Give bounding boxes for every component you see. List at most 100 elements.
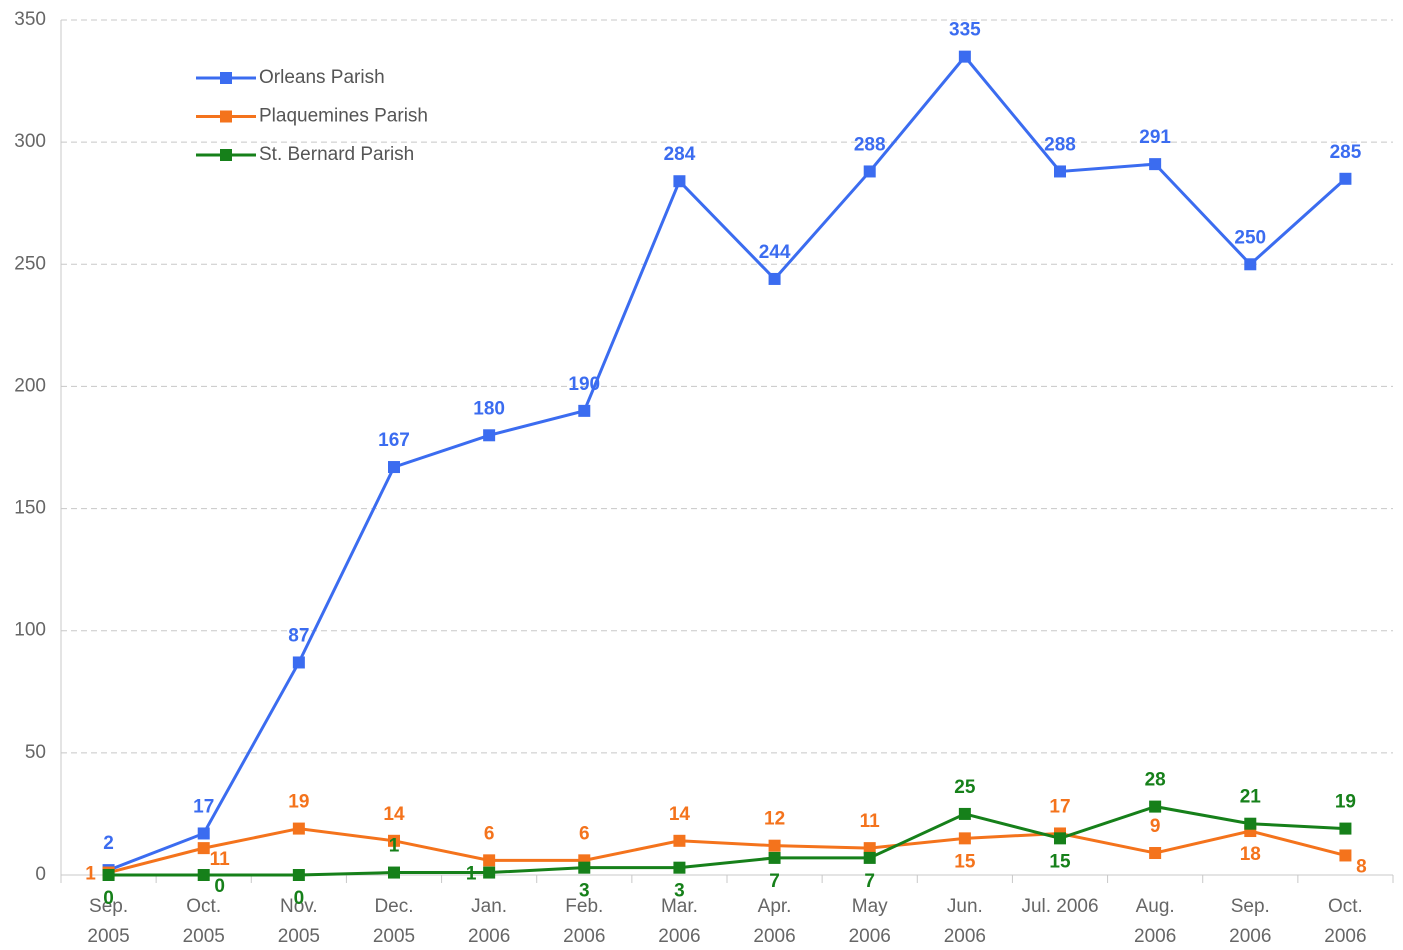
y-tick-label: 50 <box>25 742 46 763</box>
data-label: 21 <box>1240 787 1262 808</box>
data-label: 1 <box>389 836 400 857</box>
data-label: 244 <box>759 242 791 263</box>
legend-marker <box>220 149 232 161</box>
data-label: 1 <box>85 864 96 885</box>
legend-label: Plaquemines Parish <box>259 106 428 127</box>
legend-marker <box>220 72 232 84</box>
data-label: 0 <box>103 888 114 909</box>
data-label: 2 <box>103 833 114 854</box>
data-label: 25 <box>954 777 976 798</box>
marker <box>292 822 305 835</box>
data-label: 8 <box>1356 856 1367 877</box>
x-tick-label: 2005 <box>87 926 129 947</box>
data-label: 167 <box>378 430 410 451</box>
data-label: 291 <box>1139 127 1171 148</box>
marker <box>958 807 971 820</box>
marker <box>578 861 591 874</box>
data-label: 19 <box>1335 792 1356 813</box>
marker <box>1339 172 1352 185</box>
x-tick-label: Sep. <box>1231 896 1270 917</box>
data-label: 19 <box>288 792 309 813</box>
data-label: 288 <box>854 134 886 155</box>
data-label: 7 <box>864 871 875 892</box>
x-tick-label: Jan. <box>471 896 507 917</box>
data-label: 3 <box>674 881 685 902</box>
data-label: 250 <box>1234 227 1266 248</box>
marker <box>863 851 876 864</box>
x-tick-label: Oct. <box>1328 896 1363 917</box>
data-label: 1 <box>466 864 477 885</box>
y-tick-label: 200 <box>14 375 46 396</box>
legend-marker <box>220 110 232 123</box>
x-tick-label: Apr. <box>758 896 792 917</box>
marker <box>768 272 781 285</box>
x-tick-label: Feb. <box>565 896 603 917</box>
marker <box>863 165 876 178</box>
x-tick-label: 2006 <box>1229 926 1271 947</box>
x-tick-label: Mar. <box>661 896 698 917</box>
x-tick-label: 2005 <box>278 926 320 947</box>
data-label: 6 <box>579 823 590 844</box>
y-tick-label: 100 <box>14 620 46 641</box>
data-label: 288 <box>1044 134 1076 155</box>
marker <box>197 842 210 855</box>
marker <box>1244 258 1257 271</box>
x-tick-label: 2006 <box>849 926 891 947</box>
data-label: 3 <box>579 881 590 902</box>
data-label: 28 <box>1145 770 1166 791</box>
x-tick-label: Nov. <box>280 896 318 917</box>
data-label: 15 <box>954 851 976 872</box>
marker <box>958 50 971 63</box>
data-label: 9 <box>1150 816 1161 837</box>
marker <box>483 866 496 879</box>
x-tick-label: 2006 <box>944 926 986 947</box>
x-tick-label: Jul. 2006 <box>1021 896 1098 917</box>
x-tick-label: Jun. <box>947 896 983 917</box>
marker <box>768 851 781 864</box>
x-tick-label: Oct. <box>186 896 221 917</box>
marker <box>1149 847 1162 860</box>
marker <box>673 834 686 847</box>
marker <box>1149 158 1162 171</box>
marker <box>863 842 876 855</box>
marker <box>197 827 210 840</box>
data-label: 335 <box>949 20 981 41</box>
marker <box>102 869 115 881</box>
marker <box>768 839 781 852</box>
data-label: 12 <box>764 809 785 830</box>
data-label: 15 <box>1049 851 1071 872</box>
x-tick-label: Sep. <box>89 896 128 917</box>
x-tick-label: 2006 <box>1324 926 1366 947</box>
x-tick-label: 2005 <box>373 926 415 947</box>
data-label: 11 <box>860 811 881 832</box>
marker <box>292 869 305 881</box>
data-label: 87 <box>288 625 309 646</box>
series-line <box>108 805 1346 877</box>
marker <box>1054 165 1066 178</box>
legend-label: St. Bernard Parish <box>259 144 414 165</box>
x-tick-label: Aug. <box>1136 896 1175 917</box>
x-tick-label: 2005 <box>183 926 225 947</box>
marker <box>1339 849 1352 862</box>
x-tick-label: Dec. <box>374 896 413 917</box>
data-label: 284 <box>664 144 696 165</box>
data-label: 0 <box>294 888 305 909</box>
y-tick-label: 0 <box>35 864 46 885</box>
marker <box>578 404 591 417</box>
marker <box>197 869 210 881</box>
legend-label: Orleans Parish <box>259 67 385 88</box>
marker <box>958 832 971 845</box>
x-tick-label: 2006 <box>468 926 510 947</box>
data-label: 7 <box>769 871 780 892</box>
marker <box>673 861 686 874</box>
data-label: 18 <box>1240 844 1261 865</box>
data-label: 6 <box>484 823 495 844</box>
data-label: 285 <box>1330 142 1362 163</box>
x-tick-label: 2006 <box>753 926 795 947</box>
marker <box>388 866 400 879</box>
data-label: 190 <box>568 374 600 395</box>
series-line <box>108 827 1346 875</box>
data-label: 17 <box>193 796 214 817</box>
